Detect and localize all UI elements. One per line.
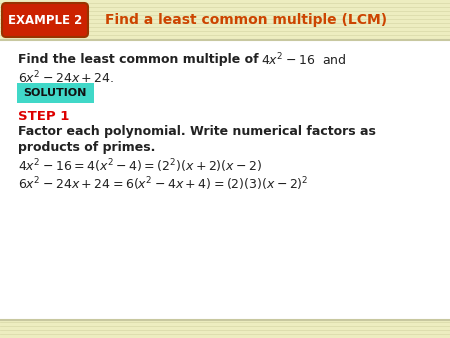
Text: Factor each polynomial. Write numerical factors as: Factor each polynomial. Write numerical … — [18, 125, 376, 139]
Text: $6x^2 - 24x + 24.$: $6x^2 - 24x + 24.$ — [18, 70, 114, 86]
Text: $6x^2 - 24x + 24 = 6(x^2 - 4x + 4) = (2)(3)(x - 2)^2$: $6x^2 - 24x + 24 = 6(x^2 - 4x + 4) = (2)… — [18, 175, 309, 193]
Text: $4x^2 - 16$  and: $4x^2 - 16$ and — [261, 52, 346, 68]
Text: Find a least common multiple (LCM): Find a least common multiple (LCM) — [105, 13, 387, 27]
Text: EXAMPLE 2: EXAMPLE 2 — [8, 14, 82, 26]
FancyBboxPatch shape — [0, 40, 450, 320]
FancyBboxPatch shape — [2, 3, 88, 37]
FancyBboxPatch shape — [0, 0, 450, 40]
Text: $4x^2 - 16 = 4(x^2 - 4) = (2^2)(x + 2)(x - 2)$: $4x^2 - 16 = 4(x^2 - 4) = (2^2)(x + 2)(x… — [18, 157, 262, 175]
Text: Find the least common multiple of: Find the least common multiple of — [18, 53, 259, 67]
Text: products of primes.: products of primes. — [18, 142, 155, 154]
FancyBboxPatch shape — [0, 320, 450, 338]
FancyBboxPatch shape — [17, 83, 94, 103]
Text: SOLUTION: SOLUTION — [23, 88, 87, 98]
Text: STEP 1: STEP 1 — [18, 110, 69, 122]
